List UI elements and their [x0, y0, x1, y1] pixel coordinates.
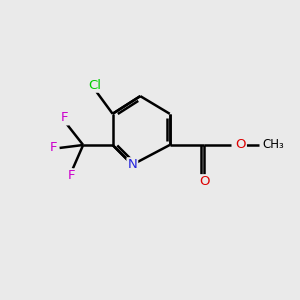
Text: O: O [236, 139, 246, 152]
Text: F: F [61, 111, 68, 124]
Text: O: O [199, 175, 210, 188]
Text: F: F [68, 169, 75, 182]
Text: F: F [50, 141, 57, 154]
Text: CH₃: CH₃ [262, 139, 284, 152]
Text: Cl: Cl [88, 79, 101, 92]
Text: N: N [128, 158, 137, 171]
